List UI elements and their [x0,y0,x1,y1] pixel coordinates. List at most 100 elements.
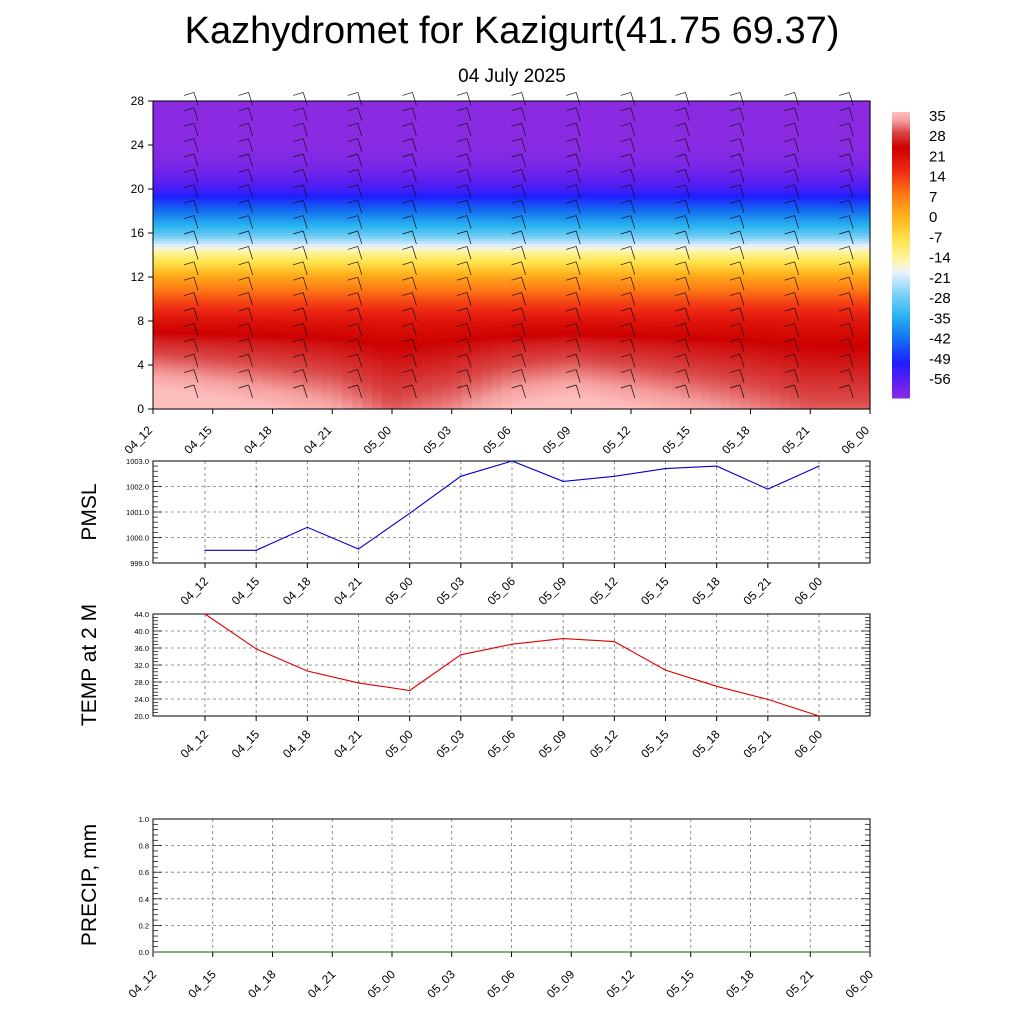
heatmap-cell [541,136,552,141]
heatmap-cell [650,222,662,226]
heatmap-cell [690,145,702,149]
heatmap-cell [670,213,682,218]
heatmap-cell [352,134,363,138]
heatmap-cell [820,114,831,119]
heatmap-cell [421,167,433,171]
heatmap-cell [292,213,303,218]
heatmap-cell [730,117,742,121]
heatmap-cell [302,164,313,168]
heatmap-cell [690,235,702,240]
heatmap-cell [611,268,622,273]
heatmap-cell [810,246,821,251]
heatmap-cell [202,150,214,154]
heatmap-cell [670,224,682,229]
heatmap-cell [830,191,841,196]
heatmap-cell [382,227,393,231]
heatmap-cell [212,282,224,286]
heatmap-cell [411,153,423,157]
heatmap-cell [322,191,333,196]
heatmap-cell [830,139,841,143]
heatmap-cell [680,230,692,234]
heatmap-cell [153,109,164,113]
heatmap-cell [581,244,592,248]
heatmap-cell [451,285,463,289]
heatmap-cell [162,191,174,196]
heatmap-cell [282,169,294,174]
heatmap-cell [471,139,483,143]
heatmap-cell [581,260,592,264]
heatmap-cell [611,200,622,204]
heatmap-cell [461,227,473,231]
heatmap-cell [650,227,662,231]
heatmap-cell [232,268,244,273]
heatmap-cell [481,117,493,121]
heatmap-cell [860,241,871,245]
heatmap-cell [352,186,363,190]
heatmap-cell [362,268,373,273]
heatmap-cell [491,260,503,264]
heatmap-cell [760,202,772,207]
heatmap-cell [411,257,423,262]
heatmap-cell [352,285,363,289]
heatmap-cell [551,164,562,168]
heatmap-cell [322,216,333,220]
heatmap-cell [401,131,413,135]
heatmap-cell [521,156,533,160]
heatmap-cell [740,211,752,215]
heatmap-cell [581,172,592,176]
heatmap-cell [521,279,533,284]
heatmap-cell [700,222,712,226]
heatmap-cell [312,128,323,132]
heatmap-cell [451,200,463,204]
heatmap-cell [481,216,493,220]
heatmap-cell [292,279,303,284]
heatmap-cell [153,257,164,262]
heatmap-cell [461,178,473,182]
heatmap-cell [212,219,224,223]
heatmap-cell [461,235,473,240]
heatmap-cell [860,282,871,286]
heatmap-cell [411,288,423,292]
heatmap-cell [690,249,702,253]
heatmap-cell [491,213,503,218]
heatmap-cell [760,178,772,182]
heatmap-cell [392,103,403,108]
heatmap-cell [332,158,343,163]
heatmap-cell [262,134,274,138]
heatmap-cell [153,186,164,190]
heatmap-cell [541,233,552,237]
heatmap-cell [242,123,254,127]
heatmap-cell [780,175,791,179]
heatmap-cell [441,257,453,262]
heatmap-cell [451,282,463,286]
heatmap-cell [601,109,612,113]
heatmap-cell [451,189,463,193]
heatmap-cell [541,244,552,248]
heatmap-cell [770,255,781,259]
heatmap-cell [332,277,343,281]
heatmap-cell [780,213,791,218]
heatmap-cell [581,101,592,105]
heatmap-cell [162,112,174,116]
heatmap-cell [222,219,234,223]
heatmap-cell [800,230,811,234]
heatmap-cell [611,117,622,121]
heatmap-cell [372,131,383,135]
heatmap-cell [491,268,503,273]
heatmap-cell [621,202,632,207]
heatmap-cell [421,180,433,185]
heatmap-cell [650,131,662,135]
heatmap-cell [342,260,353,264]
heatmap-cell [182,216,194,220]
heatmap-cell [820,167,831,171]
heatmap-cell [272,150,284,154]
heatmap-cell [750,263,762,267]
heatmap-cell [501,191,513,196]
heatmap-cell [760,103,772,108]
heatmap-cell [830,285,841,289]
heatmap-cell [840,222,851,226]
heatmap-cell [511,246,523,251]
heatmap-cell [282,290,294,295]
heatmap-cell [272,222,284,226]
heatmap-cell [401,134,413,138]
